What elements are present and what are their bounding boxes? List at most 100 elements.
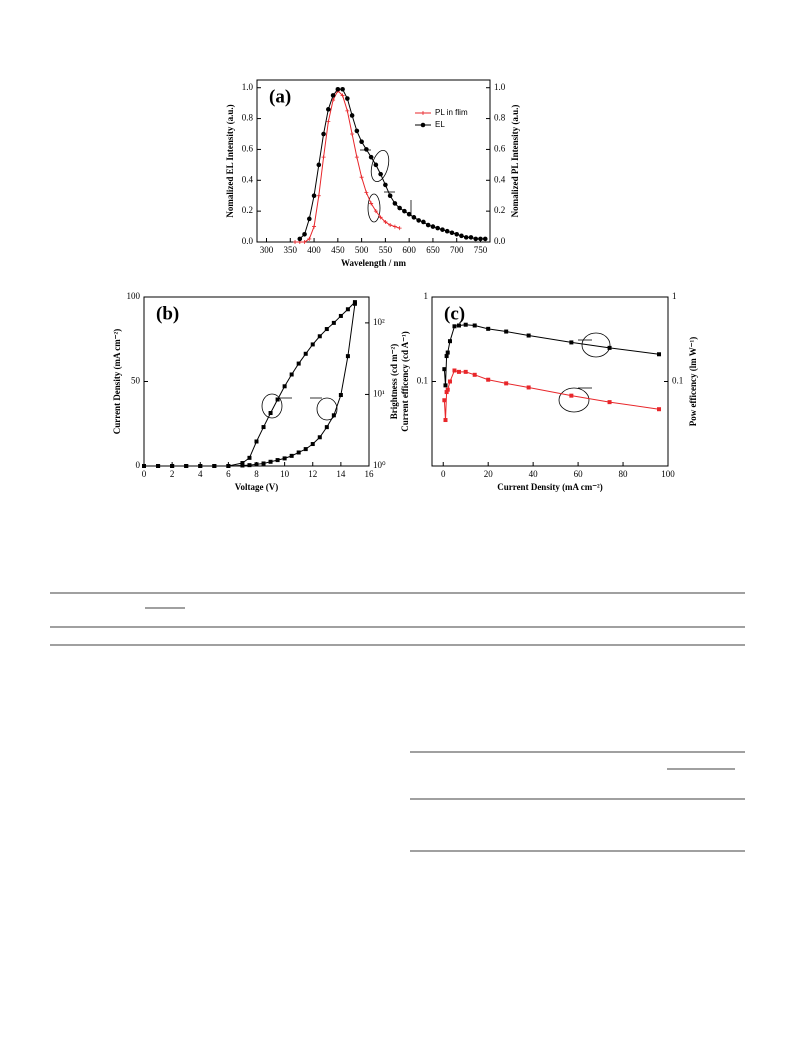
marker: [402, 208, 407, 214]
marker: [459, 233, 464, 239]
marker: [316, 193, 321, 198]
y-tick-label: 50: [131, 376, 141, 386]
x-tick-label: 16: [365, 469, 375, 479]
x-tick-label: 10: [280, 469, 290, 479]
y2-tick-label: 10¹: [373, 389, 385, 399]
y-tick-label: 0.4: [242, 174, 254, 184]
marker: [310, 342, 315, 347]
marker: [247, 455, 252, 460]
marker: [352, 300, 357, 305]
marker: [607, 400, 612, 405]
marker: [383, 219, 388, 224]
marker: [326, 119, 331, 124]
x-tick-label: 100: [661, 469, 675, 479]
marker: [449, 230, 455, 236]
marker: [282, 384, 287, 389]
marker: [240, 463, 245, 468]
marker: [184, 464, 189, 468]
y-tick-label: 100: [127, 291, 141, 301]
marker: [364, 147, 369, 152]
marker: [406, 211, 412, 217]
x-tick-label: 12: [308, 469, 317, 479]
marker: [268, 459, 273, 464]
marker: [421, 111, 425, 115]
marker: [472, 372, 477, 377]
marker: [397, 205, 402, 211]
marker: [302, 231, 307, 237]
marker: [293, 240, 298, 244]
marker: [170, 464, 175, 468]
marker: [443, 383, 448, 388]
marker: [212, 464, 217, 468]
marker: [397, 226, 402, 231]
x-tick-label: 20: [484, 469, 494, 479]
marker: [303, 351, 308, 356]
series-line: [144, 303, 356, 467]
marker: [324, 425, 329, 430]
marker: [504, 381, 509, 386]
annotations: [261, 149, 611, 421]
marker: [310, 442, 315, 447]
marker: [297, 236, 303, 242]
x-axis-label: Wavelength / nm: [341, 258, 407, 268]
marker: [442, 367, 447, 372]
y2-tick-label: 0.0: [494, 236, 506, 246]
x-tick-label: 550: [379, 245, 393, 255]
marker: [321, 155, 326, 160]
y2-tick-label: 0.2: [494, 205, 505, 215]
marker: [411, 215, 417, 220]
y-tick-label: 0: [136, 460, 141, 470]
marker: [452, 368, 457, 373]
y2-tick-label: 0.8: [494, 113, 506, 123]
y-tick-label: 0.6: [242, 143, 254, 153]
marker: [452, 324, 457, 329]
marker: [368, 154, 374, 160]
y2-tick-label: 10⁰: [373, 460, 386, 470]
marker: [456, 323, 461, 328]
marker: [142, 464, 146, 468]
marker: [261, 425, 266, 430]
marker: [307, 236, 312, 241]
marker: [317, 435, 322, 440]
marker: [240, 461, 245, 466]
marker: [444, 354, 449, 359]
x-tick-label: 300: [260, 245, 274, 255]
marker: [378, 215, 383, 220]
marker: [350, 132, 355, 136]
marker: [198, 464, 203, 468]
panel-label: (c): [444, 303, 465, 324]
marker: [354, 128, 360, 134]
marker: [326, 107, 331, 112]
marker: [440, 227, 445, 232]
marker: [392, 201, 398, 206]
marker: [338, 393, 343, 398]
y2-axis-label: Nomalized PL Intensity (a.u.): [510, 105, 520, 218]
marker: [444, 228, 450, 234]
x-tick-label: 60: [574, 469, 584, 479]
marker: [275, 458, 280, 463]
series-line: [443, 369, 660, 421]
marker: [345, 108, 350, 113]
marker: [569, 393, 574, 398]
x-tick-label: 0: [142, 469, 147, 479]
marker: [504, 329, 509, 334]
marker: [454, 231, 460, 237]
y2-axis-label: Pow efficency (lm W⁻¹): [688, 337, 698, 427]
marker: [340, 86, 345, 92]
marker: [392, 224, 397, 229]
panel-label: (a): [269, 86, 291, 107]
marker: [296, 450, 301, 455]
marker: [607, 345, 612, 350]
y-axis-label: Current Density (mA cm⁻²): [112, 329, 122, 435]
marker: [354, 155, 359, 160]
y-tick-label: 0.1: [417, 376, 428, 386]
marker: [435, 225, 440, 231]
marker: [340, 93, 345, 98]
marker: [445, 350, 450, 355]
marker: [421, 219, 426, 225]
legend-label: EL: [435, 120, 445, 129]
marker: [254, 462, 259, 467]
x-tick-label: 750: [474, 245, 488, 255]
y2-tick-label: 0.4: [494, 174, 506, 184]
